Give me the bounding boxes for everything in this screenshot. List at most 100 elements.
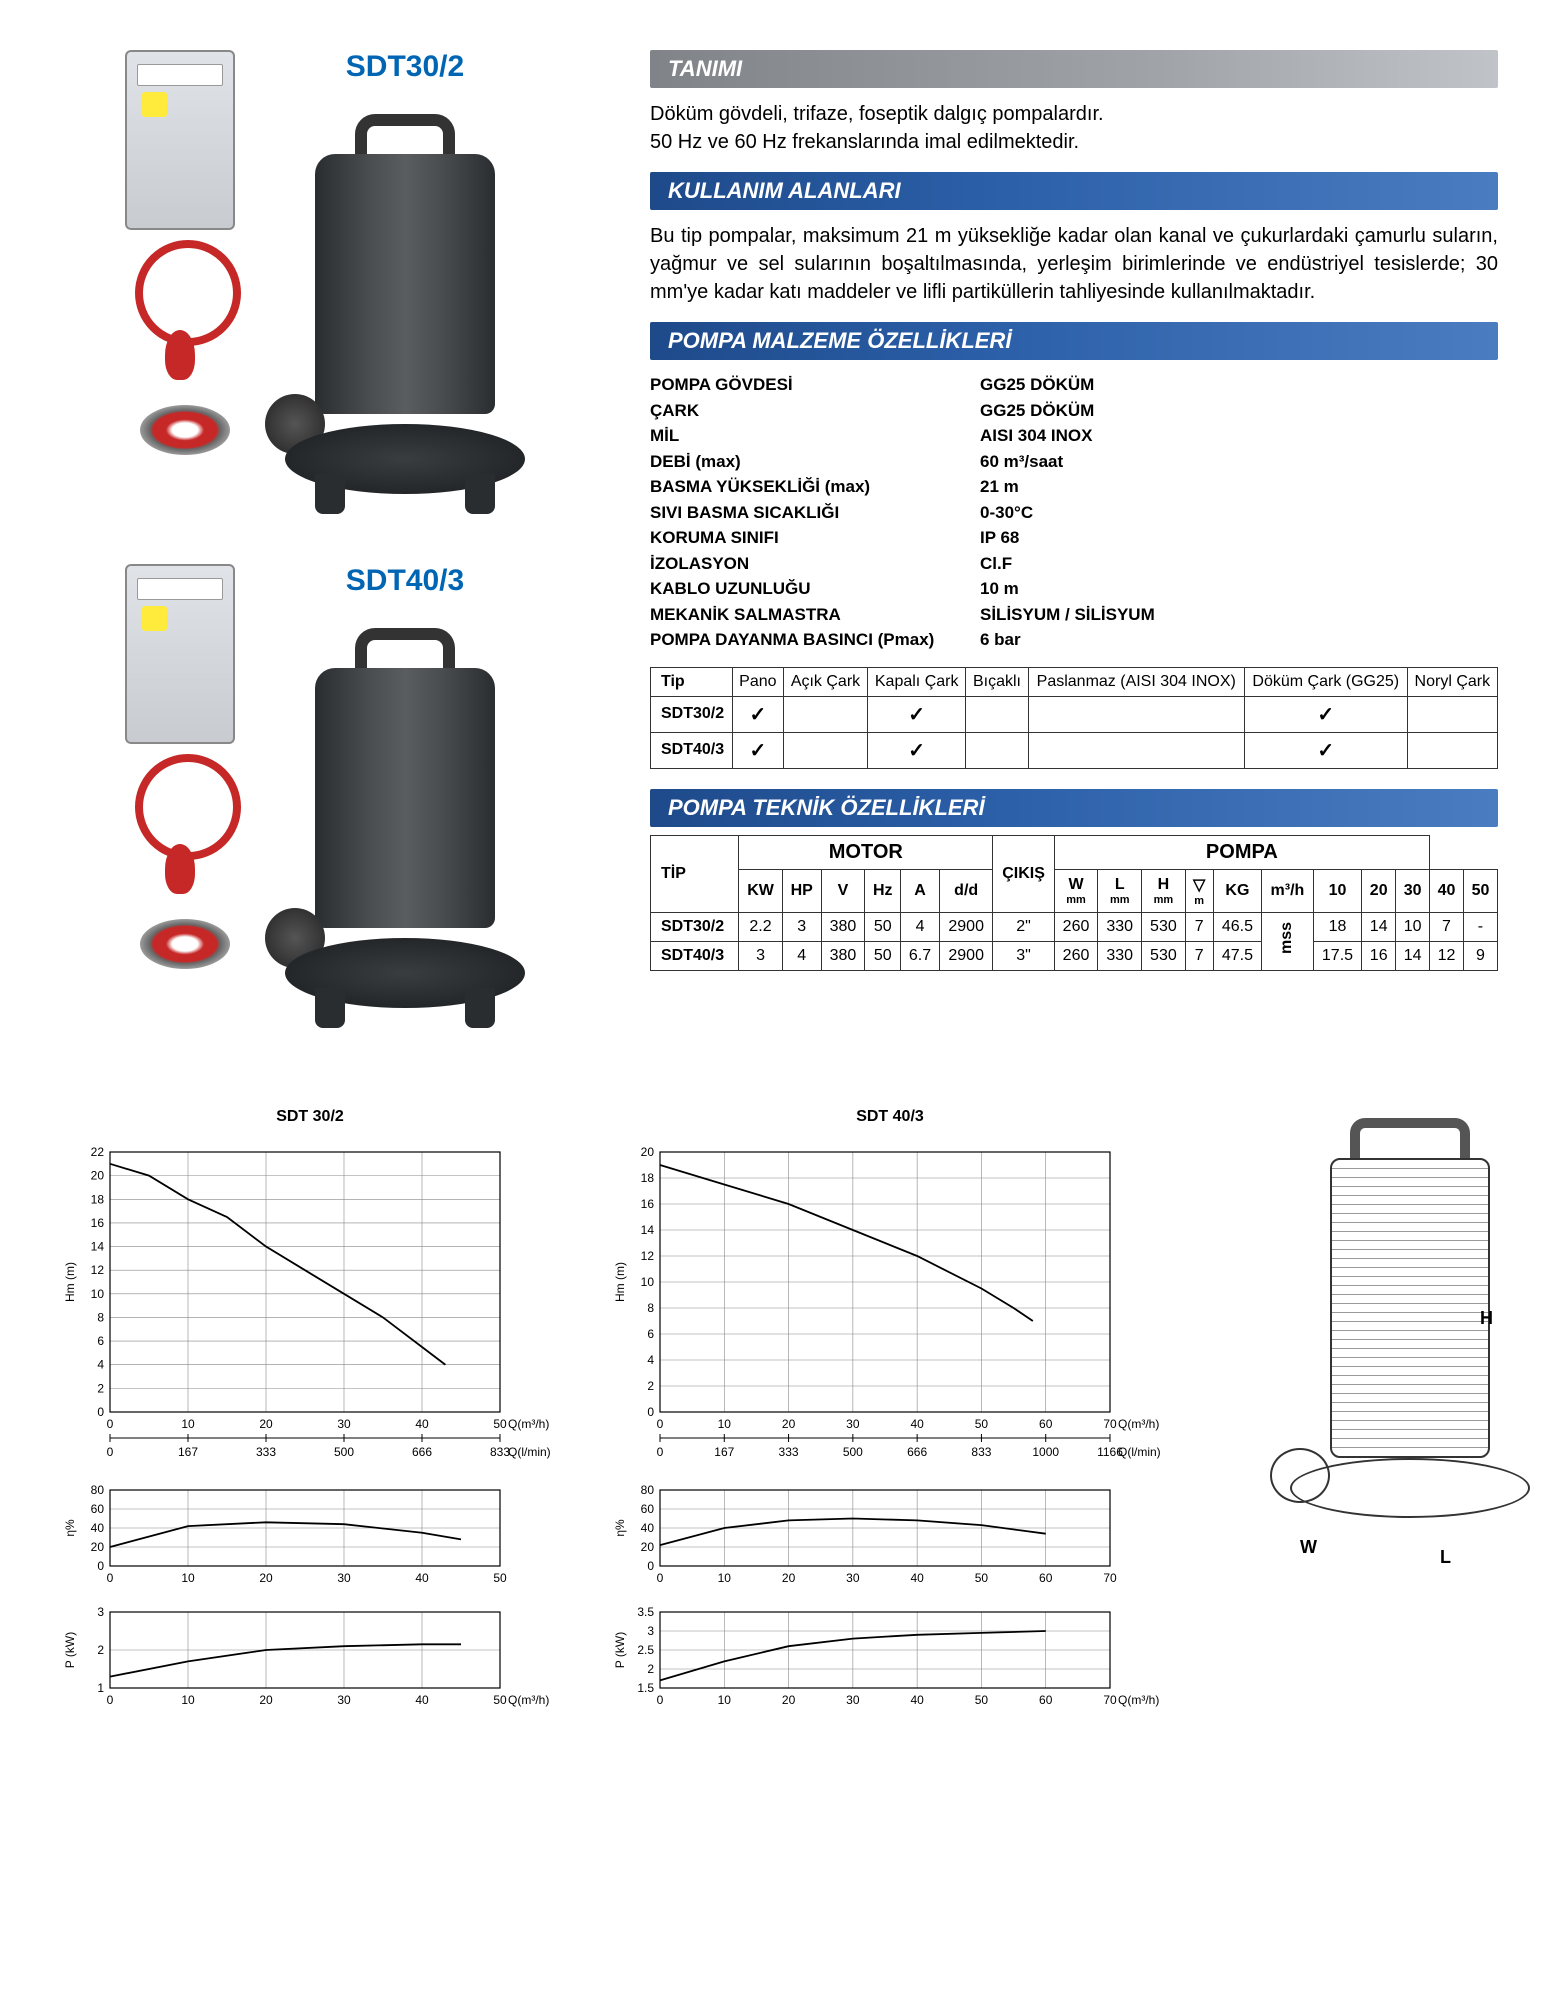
svg-text:16: 16 <box>641 1197 655 1211</box>
spec-content: TANIMI Döküm gövdeli, trifaze, foseptik … <box>650 50 1498 1068</box>
svg-text:22: 22 <box>91 1145 105 1159</box>
svg-text:10: 10 <box>91 1287 105 1301</box>
svg-text:0: 0 <box>107 1571 114 1585</box>
svg-text:20: 20 <box>91 1169 105 1183</box>
svg-text:P (kW): P (kW) <box>63 1632 77 1668</box>
svg-text:167: 167 <box>178 1445 198 1459</box>
svg-text:Q(m³/h): Q(m³/h) <box>1118 1693 1159 1707</box>
svg-text:80: 80 <box>91 1483 105 1497</box>
svg-text:4: 4 <box>97 1358 104 1372</box>
svg-text:40: 40 <box>910 1571 924 1585</box>
pump-image-1 <box>255 94 555 514</box>
svg-text:666: 666 <box>907 1445 927 1459</box>
section-kullanim-header: KULLANIM ALANLARI <box>650 172 1498 210</box>
float-cable-image <box>125 240 235 400</box>
svg-text:0: 0 <box>647 1559 654 1573</box>
svg-text:10: 10 <box>641 1275 655 1289</box>
svg-text:8: 8 <box>647 1301 654 1315</box>
svg-text:3: 3 <box>97 1605 104 1619</box>
svg-text:Q(m³/h): Q(m³/h) <box>508 1417 549 1431</box>
svg-text:50: 50 <box>975 1417 989 1431</box>
tanimi-text: Döküm gövdeli, trifaze, foseptik dalgıç … <box>650 96 1498 172</box>
product-images: SDT30/2 SDT40/3 <box>60 50 620 1068</box>
section-teknik-header: POMPA TEKNİK ÖZELLİKLERİ <box>650 789 1498 827</box>
svg-text:40: 40 <box>910 1693 924 1707</box>
svg-text:70: 70 <box>1103 1417 1117 1431</box>
svg-text:2: 2 <box>647 1662 654 1676</box>
svg-text:Q(l/min): Q(l/min) <box>1118 1445 1161 1459</box>
chart-sdt40: SDT 40/302468101214161820010203040506070… <box>610 1108 1170 1714</box>
svg-text:20: 20 <box>259 1571 273 1585</box>
svg-text:40: 40 <box>641 1521 655 1535</box>
svg-text:30: 30 <box>337 1693 351 1707</box>
svg-text:833: 833 <box>971 1445 991 1459</box>
svg-text:70: 70 <box>1103 1571 1117 1585</box>
control-panel-image <box>125 50 235 230</box>
svg-text:0: 0 <box>107 1417 114 1431</box>
svg-text:40: 40 <box>415 1693 429 1707</box>
svg-text:1: 1 <box>97 1681 104 1695</box>
svg-text:60: 60 <box>1039 1417 1053 1431</box>
svg-text:0: 0 <box>657 1693 664 1707</box>
svg-text:60: 60 <box>1039 1693 1053 1707</box>
svg-text:η%: η% <box>613 1519 627 1537</box>
svg-text:40: 40 <box>91 1521 105 1535</box>
svg-text:η%: η% <box>63 1519 77 1537</box>
svg-text:Hm (m): Hm (m) <box>613 1262 627 1302</box>
svg-text:0: 0 <box>97 1559 104 1573</box>
svg-text:0: 0 <box>647 1405 654 1419</box>
svg-text:18: 18 <box>641 1171 655 1185</box>
svg-text:12: 12 <box>641 1249 655 1263</box>
svg-text:3.5: 3.5 <box>637 1605 654 1619</box>
section-tanimi-header: TANIMI <box>650 50 1498 88</box>
svg-text:20: 20 <box>641 1145 655 1159</box>
svg-text:30: 30 <box>337 1417 351 1431</box>
svg-text:10: 10 <box>181 1571 195 1585</box>
dim-w: W <box>1300 1537 1317 1558</box>
svg-text:3: 3 <box>647 1624 654 1638</box>
svg-text:Q(l/min): Q(l/min) <box>508 1445 551 1459</box>
svg-text:40: 40 <box>415 1571 429 1585</box>
svg-text:12: 12 <box>91 1263 105 1277</box>
dim-l: L <box>1440 1547 1451 1568</box>
svg-text:0: 0 <box>657 1445 664 1459</box>
svg-text:1000: 1000 <box>1032 1445 1059 1459</box>
svg-text:167: 167 <box>714 1445 734 1459</box>
control-panel-image-2 <box>125 564 235 744</box>
svg-text:0: 0 <box>657 1417 664 1431</box>
svg-text:80: 80 <box>641 1483 655 1497</box>
seal-ring-image-2 <box>140 919 230 969</box>
svg-text:50: 50 <box>493 1571 507 1585</box>
svg-text:666: 666 <box>412 1445 432 1459</box>
svg-text:70: 70 <box>1103 1693 1117 1707</box>
kullanim-text: Bu tip pompalar, maksimum 21 m yüksekliğ… <box>650 218 1498 322</box>
section-malzeme-header: POMPA MALZEME ÖZELLİKLERİ <box>650 322 1498 360</box>
dim-h: H <box>1480 1308 1493 1329</box>
svg-text:20: 20 <box>782 1693 796 1707</box>
svg-text:16: 16 <box>91 1216 105 1230</box>
svg-text:50: 50 <box>975 1571 989 1585</box>
svg-text:30: 30 <box>846 1571 860 1585</box>
svg-text:10: 10 <box>718 1417 732 1431</box>
svg-text:50: 50 <box>493 1417 507 1431</box>
svg-text:Q(m³/h): Q(m³/h) <box>508 1693 549 1707</box>
svg-text:2: 2 <box>97 1643 104 1657</box>
svg-text:Q(m³/h): Q(m³/h) <box>1118 1417 1159 1431</box>
svg-text:20: 20 <box>91 1540 105 1554</box>
svg-text:60: 60 <box>91 1502 105 1516</box>
svg-text:2.5: 2.5 <box>637 1643 654 1657</box>
svg-text:333: 333 <box>256 1445 276 1459</box>
svg-text:10: 10 <box>181 1693 195 1707</box>
svg-text:30: 30 <box>846 1417 860 1431</box>
dimension-drawing: H W L <box>1240 1108 1498 1588</box>
svg-text:1.5: 1.5 <box>637 1681 654 1695</box>
svg-text:2: 2 <box>97 1381 104 1395</box>
svg-text:10: 10 <box>181 1417 195 1431</box>
svg-text:60: 60 <box>1039 1571 1053 1585</box>
svg-text:60: 60 <box>641 1502 655 1516</box>
svg-text:50: 50 <box>493 1693 507 1707</box>
svg-text:500: 500 <box>334 1445 354 1459</box>
product-label-1: SDT30/2 <box>255 50 555 84</box>
svg-text:333: 333 <box>779 1445 799 1459</box>
svg-text:30: 30 <box>846 1693 860 1707</box>
